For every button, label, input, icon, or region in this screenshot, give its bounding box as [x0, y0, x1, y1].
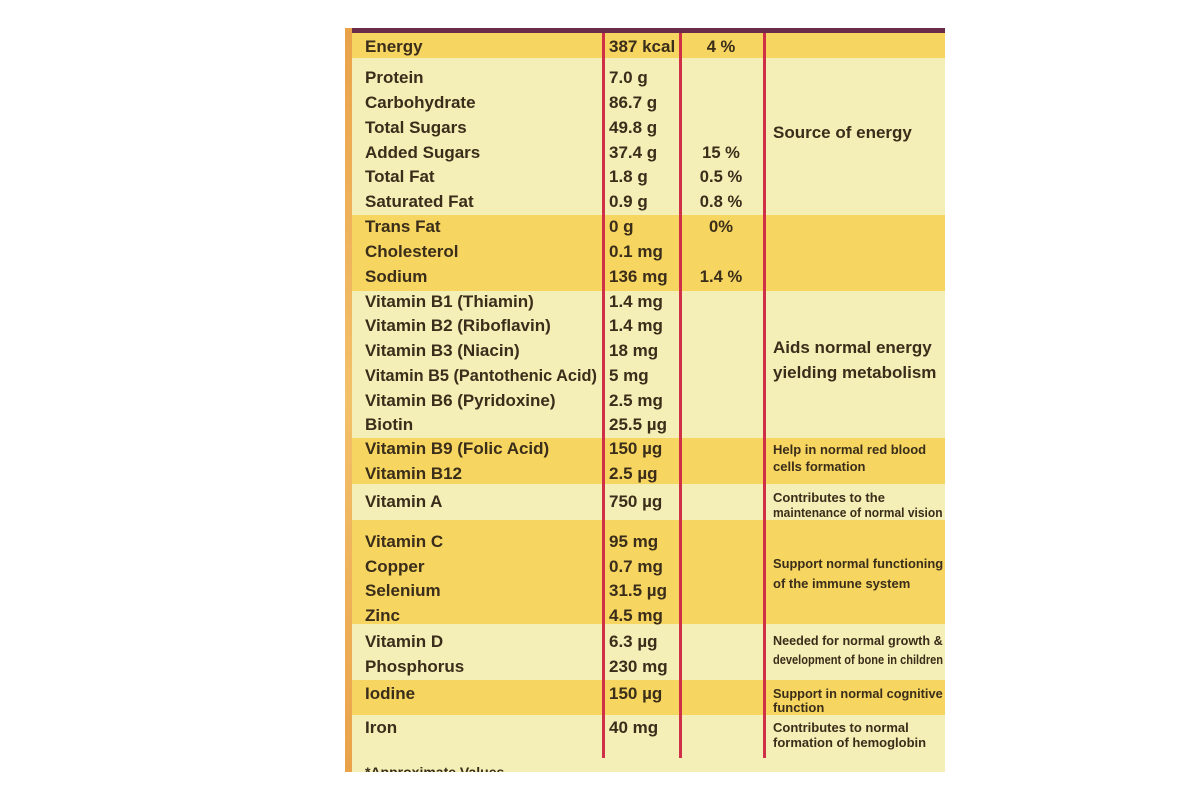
benefit-metabolism-line1: Aids normal energy [773, 338, 932, 357]
nutrient-amount: 18 mg [609, 341, 659, 360]
benefit-hemoglobin-line2: formation of hemoglobin [773, 735, 927, 750]
row-band-energy [352, 33, 945, 58]
benefit-hemoglobin-line1: Contributes to normal [773, 720, 909, 735]
benefit-red-blood-line1: Help in normal red blood [773, 442, 927, 457]
nutrient-amount: 230 mg [609, 657, 668, 676]
top-border [345, 28, 945, 33]
nutrient-name: Copper [365, 557, 425, 576]
nutrient-amount: 0.9 g [609, 192, 648, 211]
nutrient-amount: 1.4 mg [609, 316, 663, 335]
nutrient-name: Protein [365, 68, 424, 87]
benefit-red-blood-line2: cells formation [773, 459, 866, 474]
nutrient-name: Cholesterol [365, 242, 459, 261]
nutrient-amount: 4.5 mg [609, 606, 663, 625]
nutrient-amount: 2.5 µg [609, 464, 658, 483]
nutrient-amount: 0.1 mg [609, 242, 663, 261]
benefit-growth-line1: Needed for normal growth & [773, 633, 943, 648]
row-band-iodine [352, 680, 945, 715]
nutrient-percent: 0.5 % [699, 167, 743, 186]
nutrient-amount: 387 kcal [609, 37, 676, 56]
footnote: *Approximate Values [365, 764, 505, 772]
nutrient-name: Zinc [365, 606, 400, 625]
nutrient-amount: 31.5 µg [609, 581, 667, 600]
nutrient-name: Vitamin B9 (Folic Acid) [365, 439, 550, 458]
nutrient-name: Sodium [365, 267, 428, 286]
nutrient-name: Saturated Fat [365, 192, 474, 211]
nutrient-name: Vitamin B5 (Pantothenic Acid) [365, 366, 597, 385]
nutrient-name: Added Sugars [365, 143, 481, 162]
row-band-immune [352, 520, 945, 624]
row-band-b9-b12 [352, 438, 945, 484]
benefit-vision-line2: maintenance of normal vision [773, 505, 943, 520]
benefit-energy: Source of energy [773, 123, 912, 142]
benefit-immune-line1: Support normal functioning [773, 556, 944, 571]
nutrient-name: Phosphorus [365, 657, 465, 676]
nutrient-name: Trans Fat [365, 217, 441, 236]
nutrient-percent: 15 % [702, 143, 740, 162]
nutrient-name: Carbohydrate [365, 93, 476, 112]
nutrient-name: Vitamin B3 (Niacin) [365, 341, 520, 360]
nutrient-percent: 1.4 % [699, 267, 743, 286]
benefit-cognitive-line1: Support in normal cognitive [773, 686, 943, 701]
benefit-immune-line2: of the immune system [773, 576, 911, 591]
nutrient-amount: 6.3 µg [609, 632, 658, 651]
nutrient-amount: 2.5 mg [609, 391, 663, 410]
nutrient-amount: 150 µg [609, 439, 663, 458]
nutrient-name: Vitamin B2 (Riboflavin) [365, 316, 551, 335]
nutrient-amount: 95 mg [609, 532, 659, 551]
nutrient-amount: 7.0 g [609, 68, 648, 87]
nutrient-amount: 150 µg [609, 684, 663, 703]
nutrient-name: Vitamin D [365, 632, 444, 651]
left-border [345, 28, 352, 772]
benefit-growth-line2: development of bone in children [773, 652, 944, 667]
column-divider [602, 33, 605, 758]
nutrient-amount: 5 mg [609, 366, 649, 385]
nutrient-name: Vitamin B6 (Pyridoxine) [365, 391, 556, 410]
nutrient-name: Selenium [365, 581, 441, 600]
nutrient-name: Total Fat [365, 167, 435, 186]
nutrient-amount: 136 mg [609, 267, 668, 286]
nutrient-amount: 1.4 mg [609, 292, 663, 311]
nutrition-label: Energy 387 kcal 4 % Protein 7.0 g Carbohydrat… [345, 28, 945, 772]
nutrient-amount: 86.7 g [609, 93, 658, 112]
nutrient-name: Iron [365, 718, 398, 737]
nutrient-name: Vitamin A [365, 492, 443, 511]
nutrient-amount: 1.8 g [609, 167, 648, 186]
nutrient-name: Vitamin B1 (Thiamin) [365, 292, 534, 311]
nutrient-amount: 0.7 mg [609, 557, 663, 576]
benefit-metabolism-line2: yielding metabolism [773, 363, 937, 382]
nutrient-name: Biotin [365, 415, 414, 434]
nutrient-percent: 0.8 % [699, 192, 743, 211]
nutrient-amount: 0 g [609, 217, 634, 236]
nutrient-name: Energy [365, 37, 423, 56]
nutrient-name: Total Sugars [365, 118, 467, 137]
nutrient-name: Vitamin B12 [365, 464, 463, 483]
column-divider [763, 33, 766, 758]
nutrient-amount: 25.5 µg [609, 415, 667, 434]
benefit-cognitive-line2: function [773, 700, 825, 715]
benefit-vision-line1: Contributes to the [773, 490, 885, 505]
nutrient-name: Iodine [365, 684, 416, 703]
nutrient-name: Vitamin C [365, 532, 444, 551]
nutrient-amount: 49.8 g [609, 118, 658, 137]
nutrient-percent: 4 % [706, 37, 736, 56]
nutrient-percent: 0% [709, 217, 733, 236]
nutrient-amount: 40 mg [609, 718, 659, 737]
row-band-sodium-group [352, 215, 945, 291]
column-divider [679, 33, 682, 758]
nutrient-amount: 750 µg [609, 492, 663, 511]
nutrient-amount: 37.4 g [609, 143, 658, 162]
